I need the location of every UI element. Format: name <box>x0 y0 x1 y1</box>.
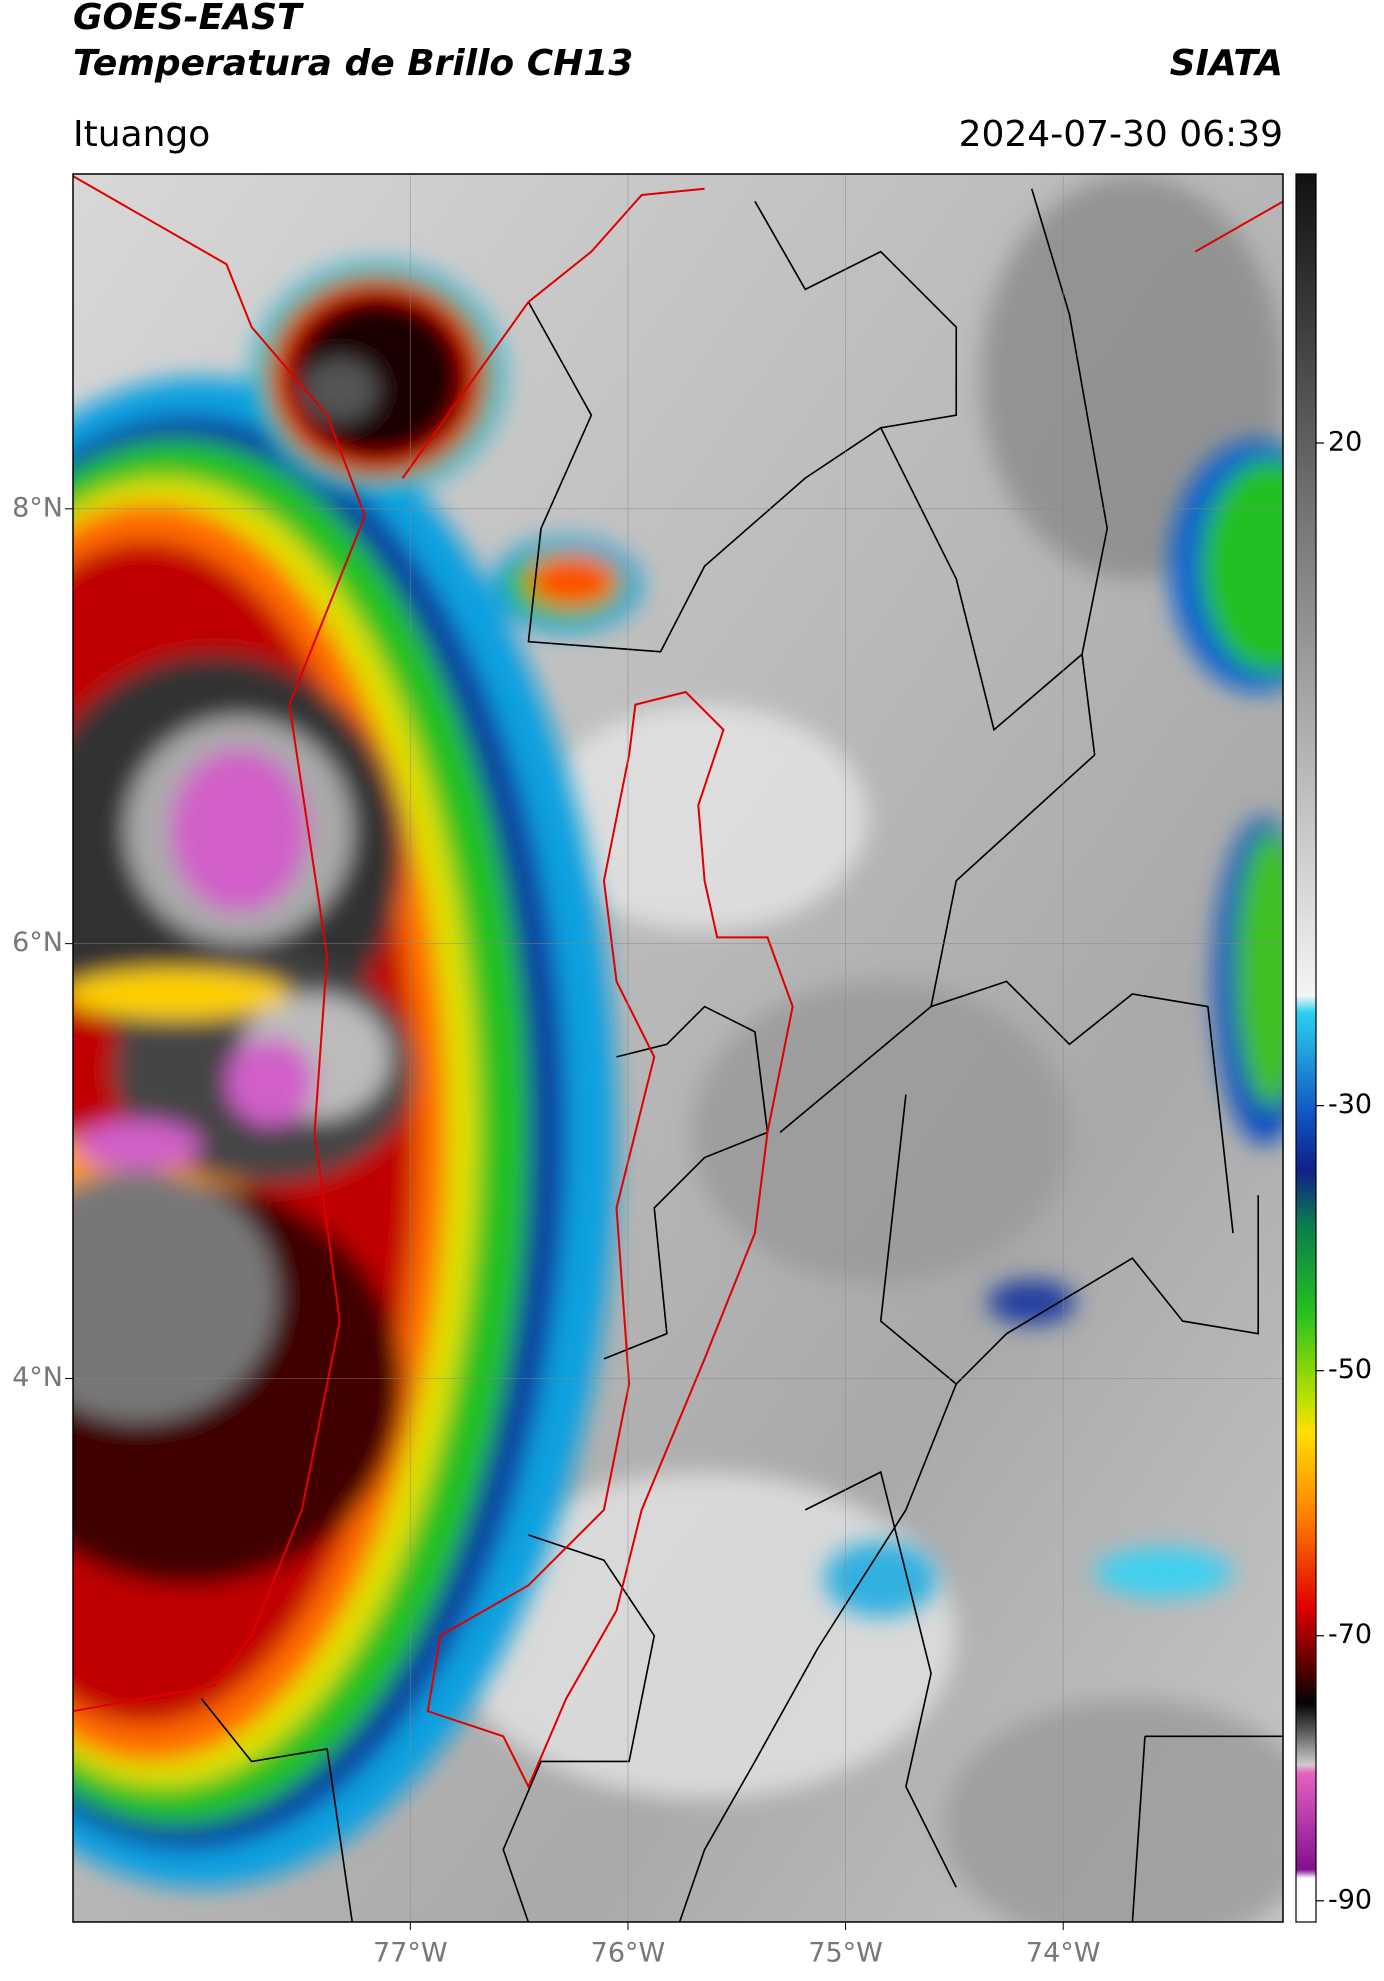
lat-label: 4°N <box>12 1362 63 1393</box>
colorbar-label: -90 <box>1328 1884 1372 1915</box>
subtitle: Temperatura de Brillo CH13 <box>73 43 633 84</box>
lat-label: 8°N <box>12 492 63 523</box>
lon-label: 74°W <box>1026 1938 1101 1969</box>
lat-label: 6°N <box>12 927 63 958</box>
colorbar <box>1295 173 1317 1923</box>
colorbar-label: -70 <box>1328 1619 1372 1650</box>
lon-label: 76°W <box>591 1938 666 1969</box>
source: SIATA <box>1170 43 1283 84</box>
grid <box>73 174 1283 1922</box>
colorbar-label: -50 <box>1328 1354 1372 1385</box>
map-imagery <box>72 173 1284 1923</box>
map-frame <box>72 173 1284 1923</box>
colorbar-label: -30 <box>1328 1089 1372 1120</box>
lon-label: 75°W <box>808 1938 883 1969</box>
datetime: 2024-07-30 06:39 <box>959 114 1283 155</box>
title: GOES-EAST <box>73 0 304 38</box>
red-lines <box>72 175 1284 1790</box>
region: Ituango <box>73 114 210 155</box>
lon-label: 77°W <box>373 1938 448 1969</box>
colorbar-label: 20 <box>1328 427 1362 458</box>
